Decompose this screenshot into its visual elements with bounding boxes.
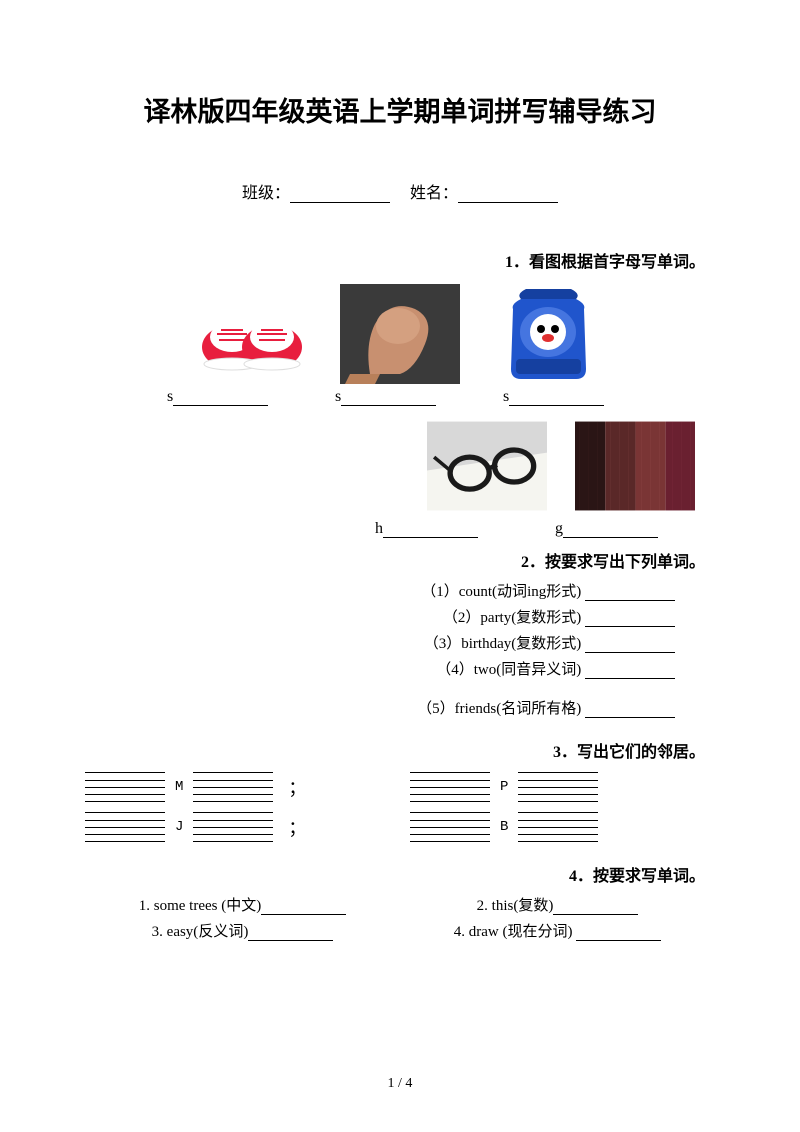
glasses-icon <box>427 416 547 516</box>
image-glasses <box>427 416 547 516</box>
letter-p: P <box>500 779 508 795</box>
q4-row1: 1. some trees (中文) 2. this(复数) <box>85 894 715 915</box>
q2-3: （3）birthday(复数形式) <box>85 632 715 653</box>
class-label: 班级： <box>242 185 290 202</box>
label-g: g <box>555 520 695 538</box>
blank-s1[interactable] <box>173 388 268 406</box>
label-row-1: s s s <box>85 388 715 406</box>
blank-s3[interactable] <box>509 388 604 406</box>
separator: ； <box>288 774 306 800</box>
separator: ； <box>288 814 306 840</box>
class-blank[interactable] <box>290 185 390 203</box>
header-line: 班级： 姓名： <box>85 179 715 203</box>
label-row-2: h g <box>85 520 715 538</box>
writing-box[interactable] <box>410 812 490 842</box>
name-label: 姓名： <box>410 185 458 202</box>
blank-q2-4[interactable] <box>585 661 675 679</box>
neighbor-row-2: J ； B <box>85 812 715 842</box>
image-hair <box>575 416 695 516</box>
q2-5: （5）friends(名词所有格) <box>85 697 715 718</box>
label-s2: s <box>335 388 465 406</box>
writing-box[interactable] <box>410 772 490 802</box>
blank-s2[interactable] <box>341 388 436 406</box>
blank-q4-2[interactable] <box>553 897 638 915</box>
image-arm <box>340 284 460 384</box>
writing-box[interactable] <box>518 812 598 842</box>
q4-3: 3. easy(反义词) <box>101 920 385 941</box>
letter-m: M <box>175 779 183 795</box>
q2-2: （2）party(复数形式) <box>85 606 715 627</box>
document-title: 译林版四年级英语上学期单词拼写辅导练习 <box>85 90 715 129</box>
blank-q2-3[interactable] <box>585 635 675 653</box>
blank-q2-1[interactable] <box>585 583 675 601</box>
image-row-1 <box>85 284 715 384</box>
q4-row2: 3. easy(反义词) 4. draw (现在分词) <box>85 920 715 941</box>
letter-j: J <box>175 819 183 835</box>
blank-q4-3[interactable] <box>248 923 333 941</box>
q2-1: （1）count(动词ing形式) <box>85 580 715 601</box>
writing-box[interactable] <box>193 772 273 802</box>
q4-4: 4. draw (现在分词) <box>416 920 700 941</box>
section1-title: 1．看图根据首字母写单词。 <box>85 248 715 272</box>
q4-1: 1. some trees (中文) <box>101 894 385 915</box>
section4-title: 4．按要求写单词。 <box>85 862 715 886</box>
section3-title: 3．写出它们的邻居。 <box>85 738 715 762</box>
blank-g[interactable] <box>563 520 658 538</box>
writing-box[interactable] <box>85 812 165 842</box>
arm-icon <box>340 284 460 384</box>
q2-4: （4）two(同音异义词) <box>85 658 715 679</box>
image-row-2 <box>85 416 715 516</box>
blank-q2-2[interactable] <box>585 609 675 627</box>
backpack-icon <box>501 284 596 384</box>
shoes-icon <box>197 292 307 377</box>
hair-icon <box>575 416 695 516</box>
blank-q4-4[interactable] <box>576 923 661 941</box>
neighbor-row-1: M ； P <box>85 772 715 802</box>
letter-b: B <box>500 819 508 835</box>
blank-q2-5[interactable] <box>585 700 675 718</box>
section2-title: 2．按要求写出下列单词。 <box>85 548 715 572</box>
writing-box[interactable] <box>193 812 273 842</box>
image-backpack <box>488 284 608 384</box>
q4-2: 2. this(复数) <box>416 894 700 915</box>
label-h: h <box>375 520 515 538</box>
blank-h[interactable] <box>383 520 478 538</box>
label-s3: s <box>503 388 633 406</box>
name-blank[interactable] <box>458 185 558 203</box>
writing-box[interactable] <box>518 772 598 802</box>
image-shoes <box>192 284 312 384</box>
page-number: 1 / 4 <box>0 1076 800 1092</box>
label-s1: s <box>167 388 297 406</box>
writing-box[interactable] <box>85 772 165 802</box>
blank-q4-1[interactable] <box>261 897 346 915</box>
